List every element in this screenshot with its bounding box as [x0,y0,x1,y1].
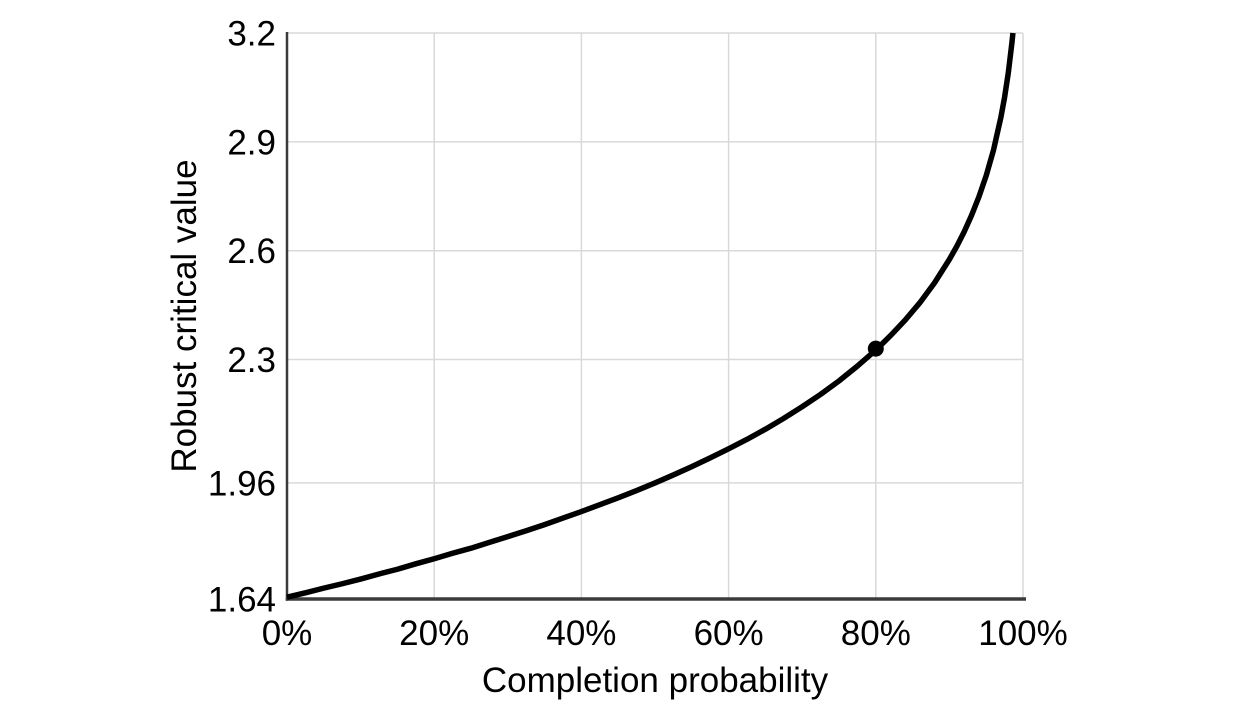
y-tick-label: 2.6 [227,232,276,271]
y-tick-label: 3.2 [227,15,276,54]
y-axis-tick-labels: 1.64 1.96 2.3 2.6 2.9 3.2 [208,15,276,620]
x-tick-label: 20% [399,614,469,653]
x-tick-label: 40% [546,614,616,653]
x-tick-label: 60% [694,614,764,653]
y-tick-label: 1.96 [208,464,276,503]
y-tick-label: 1.64 [208,581,276,620]
vertical-gridlines [433,33,1024,599]
x-tick-label: 80% [841,614,911,653]
y-tick-label: 2.3 [227,341,276,380]
x-tick-label: 100% [978,614,1068,653]
x-tick-label: 0% [262,614,313,653]
y-tick-label: 2.9 [227,123,276,162]
y-axis-title: Robust critical value [165,159,204,472]
x-axis-tick-labels: 0% 20% 40% 60% 80% 100% [262,614,1068,653]
highlight-point-marker [867,340,884,357]
horizontal-gridlines [287,32,1023,600]
critical-value-curve [286,32,1016,600]
x-axis-title: Completion probability [482,661,829,700]
axis-spines [285,32,1026,601]
